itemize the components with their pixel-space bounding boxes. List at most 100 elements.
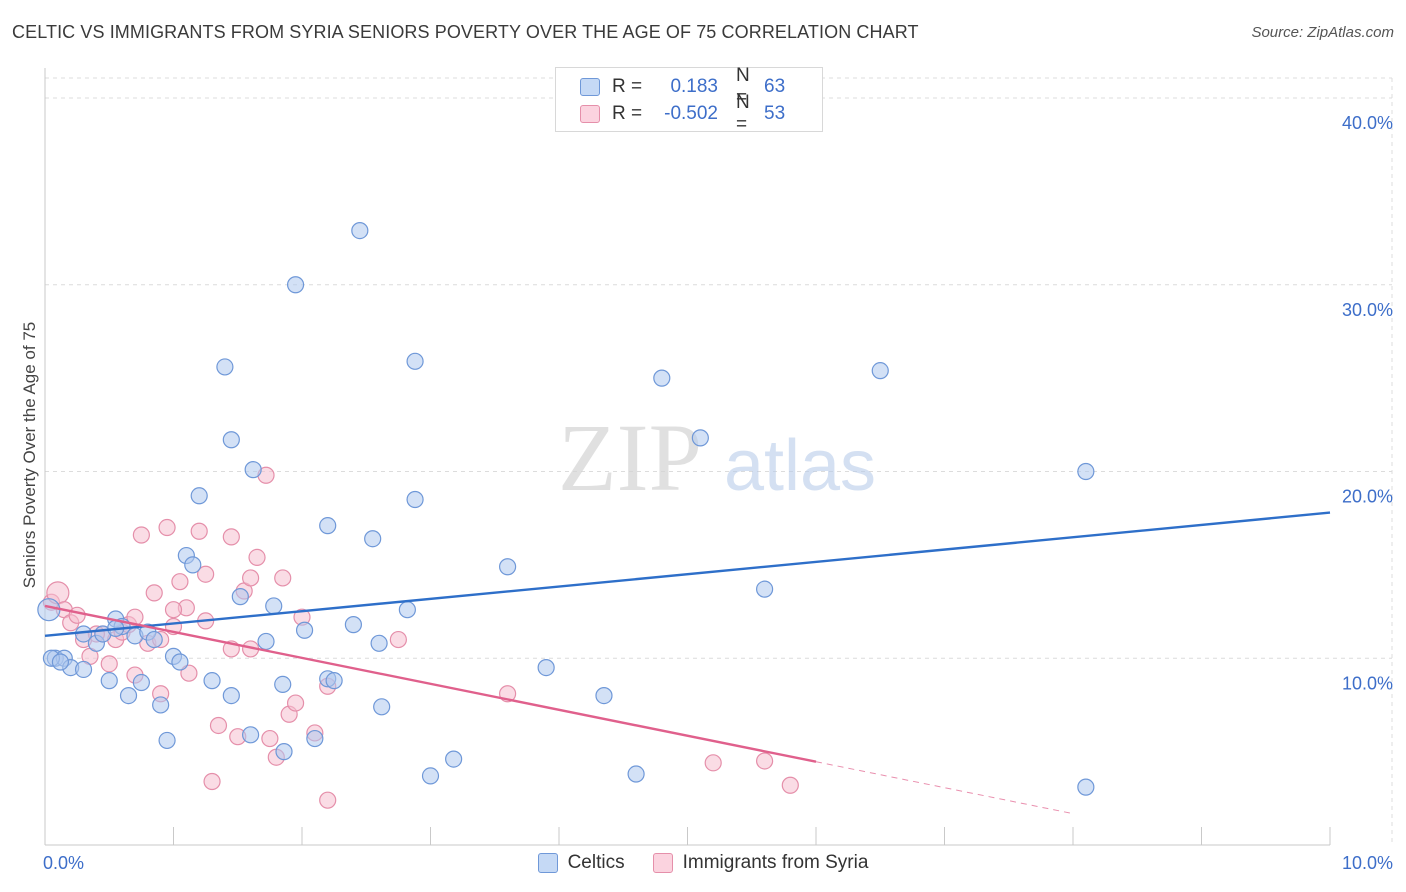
celtics-point — [406, 490, 424, 509]
syria-point — [132, 526, 150, 544]
celtics-point — [398, 601, 416, 619]
celtics-point — [51, 653, 70, 671]
celtics-point — [190, 487, 208, 505]
celtics-point — [119, 686, 138, 705]
legend-swatch-syria — [580, 105, 600, 123]
y-tick-label: 30.0% — [1342, 300, 1393, 320]
syria-point — [209, 716, 228, 735]
celtics-point — [499, 558, 517, 576]
syria-point — [180, 664, 198, 682]
source-label: Source: ZipAtlas.com — [1251, 24, 1394, 41]
syria-point — [203, 772, 221, 791]
celtics-point — [319, 517, 337, 535]
bottom-legend-swatch-celtics — [537, 853, 558, 873]
celtics-point — [265, 597, 283, 615]
bottom-legend-syria[interactable]: Immigrants from Syria — [652, 852, 869, 874]
bottom-legend-celtics[interactable]: Celtics — [537, 852, 625, 874]
series-celtics-points — [37, 221, 1095, 796]
y-tick-label: 40.0% — [1342, 113, 1393, 133]
celtics-point — [871, 362, 889, 380]
celtics-point — [595, 686, 613, 705]
syria-point — [242, 569, 260, 587]
celtics-point — [406, 352, 424, 370]
celtics-point — [755, 580, 774, 598]
watermark-atlas: atlas — [724, 426, 876, 506]
celtics-point — [275, 743, 293, 761]
x-tick-label: 10.0% — [1342, 853, 1393, 873]
tick-labels: 10.0% 20.0% 30.0% 40.0% 0.0% 10.0% — [43, 113, 1393, 873]
celtics-point — [158, 731, 176, 750]
legend-r-label: R = — [612, 103, 643, 124]
celtics-point — [222, 686, 240, 705]
legend-n-label: N = — [736, 92, 750, 135]
syria-point — [755, 752, 774, 770]
celtics-point — [653, 369, 671, 387]
celtics-point — [244, 461, 262, 479]
celtics-point — [257, 632, 275, 651]
celtics-point — [203, 672, 221, 690]
celtics-point — [145, 630, 163, 649]
y-tick-label: 20.0% — [1342, 487, 1393, 507]
bottom-legend-swatch-syria — [652, 853, 673, 873]
syria-point — [164, 601, 183, 619]
celtics-point — [74, 660, 93, 679]
celtics-point — [627, 765, 645, 783]
celtics-point — [1077, 778, 1095, 796]
celtics-point — [231, 588, 249, 606]
legend-r-value: 0.183 — [670, 76, 718, 97]
celtics-point — [1077, 462, 1095, 481]
bottom-legend-label-celtics: Celtics — [567, 852, 625, 873]
celtics-point — [184, 556, 202, 574]
syria-point — [781, 776, 799, 794]
celtics-point — [274, 675, 292, 693]
watermark: ZIP atlas — [558, 404, 876, 511]
legend-n-value: 63 — [764, 76, 786, 97]
x-tick-label: 0.0% — [43, 853, 84, 873]
legend-n-label: N = — [736, 65, 750, 108]
celtics-point — [344, 616, 362, 634]
syria-point — [145, 584, 163, 602]
celtics-point — [325, 672, 343, 690]
legend-n-value: 53 — [764, 103, 786, 124]
syria-point — [286, 694, 305, 712]
syria-point — [319, 791, 337, 809]
legend-row-celtics: R = 0.183 N = 63 — [580, 65, 786, 108]
syria-point — [100, 655, 118, 673]
celtics-point — [691, 429, 709, 447]
syria-point — [158, 518, 176, 537]
legend-row-syria: R = -0.502 N = 53 — [580, 92, 786, 135]
syria-point — [68, 606, 86, 624]
syria-point — [222, 528, 240, 546]
celtics-point — [364, 530, 382, 548]
syria-point — [389, 630, 407, 649]
celtics-point — [152, 696, 170, 714]
legend: R = 0.183 N = 63 R = -0.502 N = 53 — [555, 65, 823, 135]
celtics-point — [421, 767, 440, 785]
syria-point — [248, 548, 266, 567]
celtics-point — [222, 431, 240, 449]
syria-point — [197, 565, 215, 583]
celtics-point — [286, 276, 305, 294]
celtics-point — [373, 698, 391, 716]
celtics-point — [445, 750, 463, 768]
syria-point — [704, 754, 722, 772]
legend-r-label: R = — [612, 76, 643, 97]
trend-lines — [44, 511, 1331, 815]
chart-title: CELTIC VS IMMIGRANTS FROM SYRIA SENIORS … — [12, 22, 919, 42]
syria-point — [190, 522, 208, 540]
syria-point — [261, 729, 279, 748]
legend-r-value: -0.502 — [664, 103, 718, 124]
celtics-point — [171, 653, 189, 671]
legend-swatch-celtics — [580, 78, 600, 96]
axes — [44, 68, 1331, 846]
y-tick-label: 10.0% — [1342, 673, 1393, 693]
celtics-point — [100, 672, 118, 690]
bottom-legend-label-syria: Immigrants from Syria — [682, 852, 869, 873]
syria-point — [171, 573, 189, 591]
celtics-point — [537, 658, 555, 677]
celtics-point — [306, 729, 324, 748]
celtics-point — [37, 598, 61, 622]
syria-trend-line-extension — [815, 761, 1074, 815]
celtics-point — [370, 634, 388, 652]
